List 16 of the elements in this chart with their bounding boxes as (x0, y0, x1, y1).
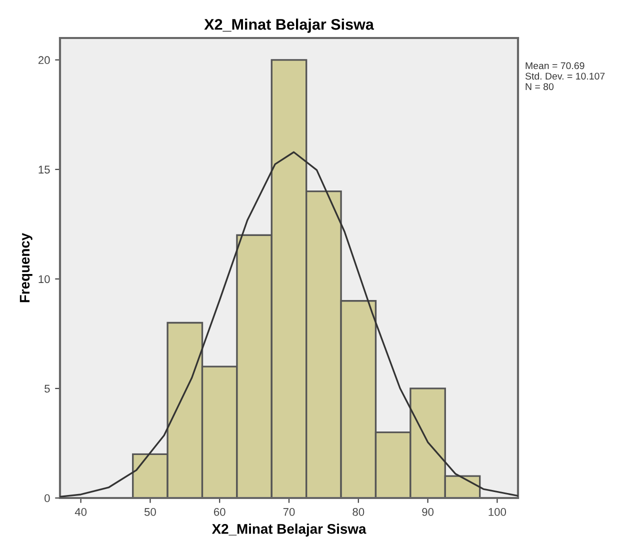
x-tick-label: 100 (488, 508, 506, 516)
x-axis-title: X2_Minat Belajar Siswa (212, 524, 366, 537)
chart-title: X2_Minat Belajar Siswa (204, 18, 374, 33)
y-axis-title: Frequency (20, 232, 32, 302)
y-tick-label: 5 (44, 384, 50, 393)
x-tick-label: 40 (74, 508, 87, 516)
y-tick-label: 15 (38, 166, 50, 174)
x-tick-label: 70 (283, 508, 295, 516)
x-tick-label: 60 (214, 508, 226, 516)
text: Mean = 70.69 Std. Dev. = 10.107 N = 80 (525, 62, 605, 90)
x-tick-label: 80 (352, 508, 364, 516)
y-tick-label: 20 (38, 56, 50, 64)
x-tick-label: 50 (144, 508, 156, 516)
y-tick-label: 0 (44, 494, 50, 502)
x-tick-label: 90 (422, 508, 434, 516)
y-tick-label: 10 (38, 275, 50, 284)
